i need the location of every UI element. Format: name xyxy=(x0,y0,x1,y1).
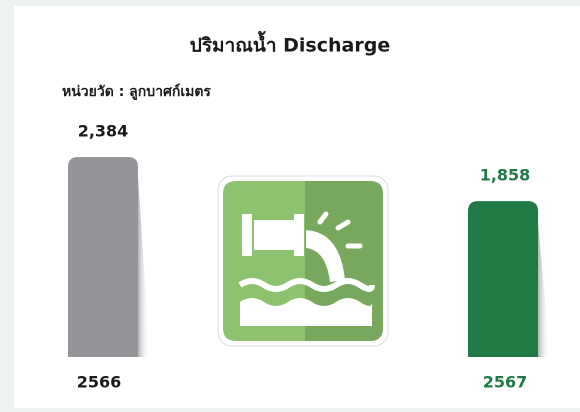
bar xyxy=(468,201,538,357)
discharge-icon xyxy=(217,175,389,347)
bar-shadow xyxy=(538,221,550,357)
x-tick-label: 2566 xyxy=(77,373,122,392)
bar xyxy=(68,157,138,357)
value-label: 1,858 xyxy=(480,166,531,185)
bar-shadow xyxy=(138,177,150,357)
value-label: 2,384 xyxy=(78,122,129,141)
chart-subtitle: หน่วยวัด : ลูกบาศก์เมตร xyxy=(62,83,211,100)
chart-title: ปริมาณน้ำ Discharge xyxy=(190,31,390,57)
x-tick-label: 2567 xyxy=(483,373,528,392)
